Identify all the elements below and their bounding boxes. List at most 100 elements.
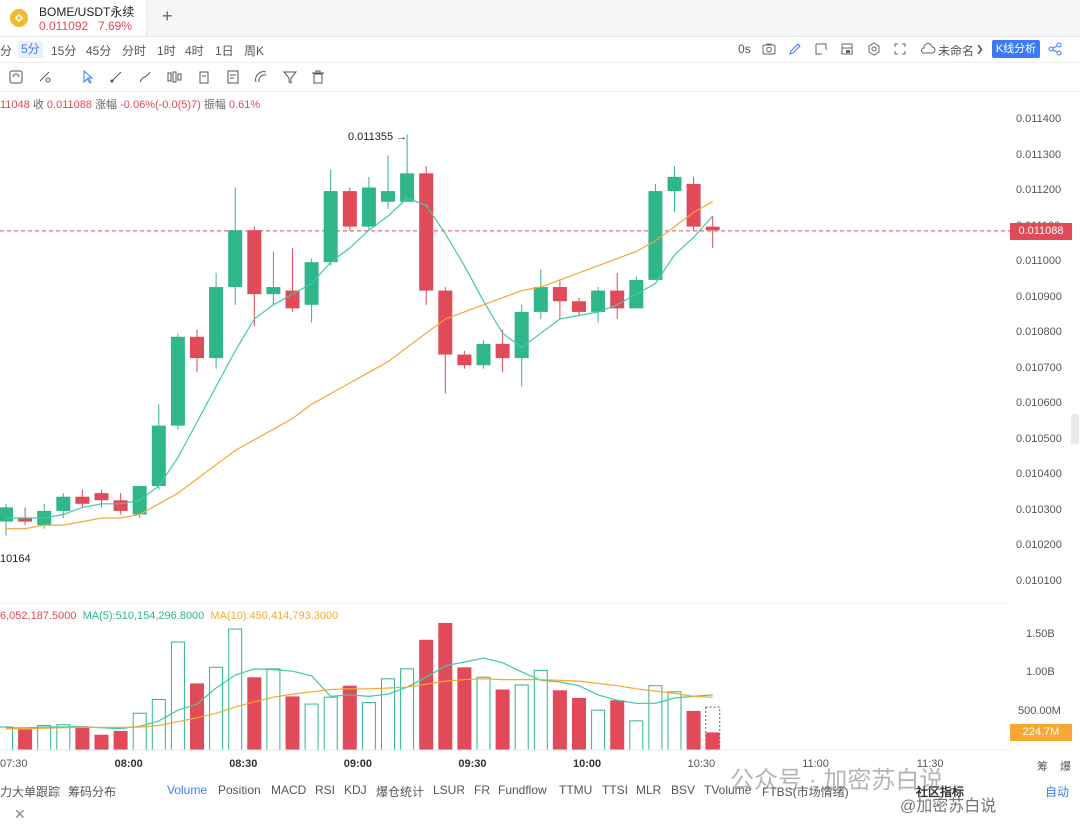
ruler-icon[interactable] bbox=[196, 69, 212, 85]
tf-45min[interactable]: 45分 bbox=[86, 44, 112, 58]
candlestick-icon[interactable] bbox=[166, 69, 182, 85]
indicator-tab[interactable]: 筹码分布 bbox=[68, 785, 117, 799]
ma10-line bbox=[6, 201, 713, 530]
indicator-tab[interactable]: 力大单跟踪 bbox=[0, 785, 61, 799]
time-tick: 10:00 bbox=[573, 758, 602, 770]
tf-1d[interactable]: 1日 bbox=[215, 44, 234, 58]
current-volume-frame bbox=[705, 706, 721, 751]
chevron-down-icon[interactable]: ❯ bbox=[976, 44, 984, 54]
candle-body bbox=[342, 191, 357, 227]
volume-bar bbox=[266, 668, 281, 751]
indicator-tab[interactable]: FR bbox=[474, 783, 490, 797]
trash-icon[interactable] bbox=[310, 69, 326, 85]
candle-body bbox=[209, 287, 224, 359]
candle-body bbox=[667, 176, 682, 192]
volume-bar bbox=[209, 666, 224, 751]
tf-15min[interactable]: 15分 bbox=[51, 44, 77, 58]
layout-name[interactable]: 未命名 bbox=[938, 44, 975, 58]
share-icon[interactable] bbox=[1048, 42, 1062, 56]
volume-bar bbox=[228, 628, 243, 751]
ohlc-amp: 0.61% bbox=[228, 99, 261, 111]
settings-gear-icon[interactable] bbox=[867, 42, 881, 56]
magnet-icon[interactable] bbox=[37, 69, 53, 85]
indicator-tab[interactable]: RSI bbox=[315, 783, 336, 797]
candle-body bbox=[552, 287, 567, 302]
refresh-icon[interactable] bbox=[8, 69, 24, 85]
volume-ma10: MA(10):450,414,793.3000 bbox=[210, 610, 339, 622]
indicator-tab[interactable]: KDJ bbox=[344, 783, 367, 797]
brush-icon[interactable] bbox=[137, 69, 153, 85]
select-area-icon[interactable] bbox=[814, 42, 828, 56]
template-icon[interactable] bbox=[840, 42, 854, 56]
community-indicators-button[interactable]: 社区指标 bbox=[916, 785, 965, 799]
tf-1h[interactable]: 1时 bbox=[157, 44, 176, 58]
close-icon[interactable]: ✕ bbox=[14, 806, 26, 822]
indicator-tab[interactable]: Position bbox=[218, 783, 261, 797]
candle-body bbox=[151, 425, 166, 487]
price-tick: 0.010100 bbox=[1016, 575, 1062, 587]
candle-body bbox=[591, 290, 606, 312]
indicator-tab[interactable]: Fundflow bbox=[498, 783, 547, 797]
fullscreen-icon[interactable] bbox=[893, 42, 907, 56]
indicator-tab[interactable]: TTMU bbox=[559, 783, 593, 797]
indicator-tab[interactable]: Volume bbox=[167, 783, 208, 797]
volume-bar bbox=[323, 696, 338, 751]
tf-week[interactable]: 周K bbox=[244, 44, 265, 58]
chip-icon-label[interactable]: 筹 bbox=[1037, 761, 1048, 773]
price-tick: 0.010600 bbox=[1016, 397, 1062, 410]
candle-body bbox=[94, 493, 109, 501]
tab-bome-usdt[interactable]: BOME/USDT永续 0.011092 7.69% bbox=[0, 0, 147, 36]
candle-body bbox=[438, 290, 453, 355]
time-tick: 09:30 bbox=[458, 758, 487, 770]
volume-bar bbox=[94, 734, 109, 750]
indicator-tab[interactable]: MLR bbox=[636, 783, 662, 797]
timeframe-bar: 分 5分 15分 45分 分时 1时 4时 1日 周K 0s 未命名 ❯ K线分… bbox=[0, 37, 1080, 63]
ohlc-info: 11048 收 0.011088 涨幅 -0.06%(-0.0(5)7) 振幅 … bbox=[0, 96, 260, 112]
indicator-bar: 力大单跟踪 筹码分布 Volume Position MACD RSI KDJ 爆仓统计 LSU… bbox=[0, 780, 1080, 800]
candle-body bbox=[476, 343, 491, 366]
watermark: 公众号 · 加密苏白说 bbox=[730, 767, 944, 794]
fib-icon[interactable] bbox=[253, 69, 269, 85]
add-tab-button[interactable]: + bbox=[162, 6, 173, 26]
indicator-tab[interactable]: LSUR bbox=[433, 783, 466, 797]
cursor-icon[interactable] bbox=[80, 69, 96, 85]
filter-icon[interactable] bbox=[282, 69, 298, 85]
volume-bar bbox=[667, 691, 682, 751]
indicator-tab[interactable]: TVolume bbox=[704, 783, 752, 797]
volume-tick: 500.00M bbox=[1018, 704, 1061, 717]
cloud-icon[interactable] bbox=[920, 42, 936, 56]
draw-pen-icon[interactable] bbox=[788, 42, 802, 56]
volume-bar bbox=[361, 702, 376, 751]
candle-body bbox=[285, 290, 300, 309]
right-panel-handle[interactable] bbox=[1071, 414, 1079, 444]
candle-body bbox=[514, 311, 529, 359]
volume-bar bbox=[438, 622, 453, 750]
indicator-tab[interactable]: MACD bbox=[271, 783, 307, 797]
auto-scale-button[interactable]: 自动 bbox=[1045, 785, 1070, 799]
tf-1min[interactable]: 分 bbox=[0, 44, 13, 58]
drawing-toolbar bbox=[0, 63, 1080, 92]
binance-logo-icon bbox=[10, 9, 28, 27]
tf-timeshare[interactable]: 分时 bbox=[122, 44, 147, 58]
trendline-icon[interactable] bbox=[108, 69, 124, 85]
liquidation-icon-label[interactable]: 爆 bbox=[1060, 761, 1071, 773]
indicator-tab[interactable]: 爆仓统计 bbox=[376, 785, 425, 799]
price-tick: 0.010400 bbox=[1016, 468, 1062, 481]
volume-bar bbox=[247, 677, 262, 750]
volume-tick: 1.00B bbox=[1026, 666, 1055, 679]
volume-bar bbox=[342, 685, 357, 750]
tf-4h[interactable]: 4时 bbox=[185, 44, 204, 58]
candle-body bbox=[18, 518, 33, 522]
volume-bar bbox=[476, 676, 491, 751]
indicator-tab[interactable]: TTSI bbox=[602, 783, 628, 797]
candle-body bbox=[0, 507, 13, 522]
note-icon[interactable] bbox=[225, 69, 241, 85]
kline-analysis-button[interactable]: K线分析 bbox=[992, 40, 1040, 58]
candle-body bbox=[495, 343, 510, 359]
indicator-tab[interactable]: BSV bbox=[671, 783, 696, 797]
camera-icon[interactable] bbox=[762, 42, 776, 56]
time-tick: 11:30 bbox=[916, 758, 944, 770]
indicator-tab[interactable]: FTBS(市场情绪) bbox=[762, 785, 849, 799]
tf-5min[interactable]: 5分 bbox=[18, 41, 43, 58]
